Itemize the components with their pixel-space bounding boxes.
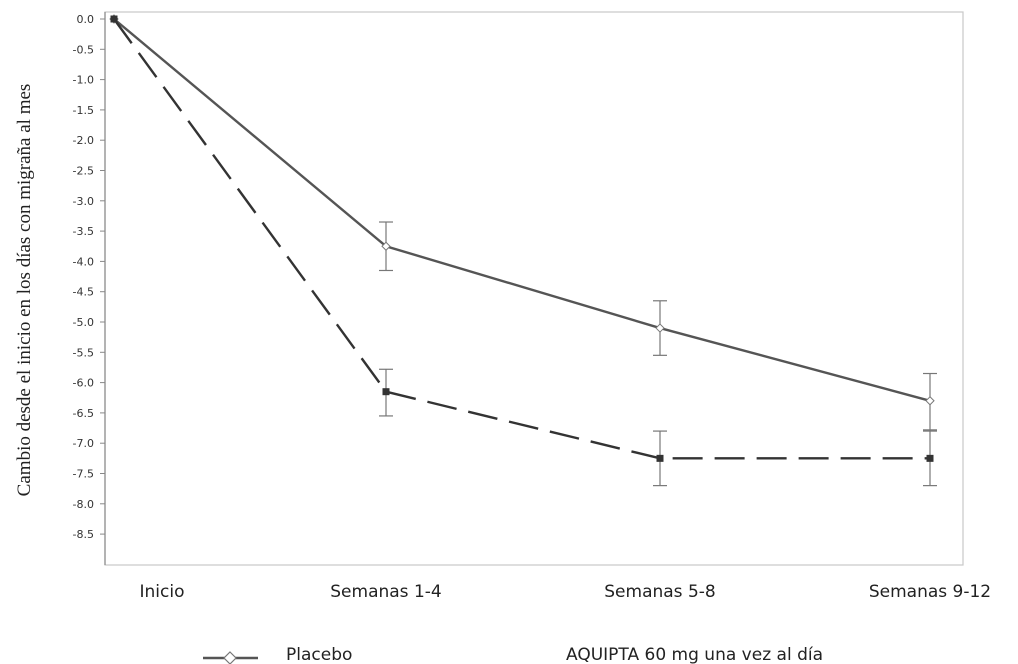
y-tick-label: -0.5 — [73, 43, 94, 56]
legend-placebo-marker — [223, 651, 237, 664]
data-point — [926, 454, 934, 462]
y-tick-label: -4.5 — [73, 286, 94, 299]
y-axis-label-group: Cambio desde el inicio en los días con m… — [14, 84, 35, 497]
y-tick-label: -5.5 — [73, 346, 94, 359]
data-point — [925, 396, 935, 406]
y-tick-label: -2.0 — [73, 134, 94, 147]
legend: Placebo AQUIPTA 60 mg una vez al día — [203, 645, 823, 664]
y-tick-label: -3.5 — [73, 225, 94, 238]
series-line — [113, 18, 931, 402]
y-tick-label: -5.0 — [73, 316, 94, 329]
legend-aquipta-label: AQUIPTA 60 mg una vez al día — [566, 645, 823, 664]
y-tick-label: -4.0 — [73, 255, 94, 268]
data-point — [110, 15, 118, 23]
y-tick-label: 0.0 — [77, 13, 95, 26]
data-point — [656, 454, 664, 462]
series-aquipta — [110, 15, 937, 487]
y-tick-label: -6.5 — [73, 407, 94, 420]
x-tick-label: Semanas 1-4 — [330, 582, 441, 602]
y-axis-label: Cambio desde el inicio en los días con m… — [14, 84, 35, 497]
y-tick-label: -7.0 — [73, 437, 94, 450]
y-tick-label: -1.5 — [73, 104, 94, 117]
series-placebo — [109, 14, 937, 432]
y-tick-label: -3.0 — [73, 195, 94, 208]
y-ticks: 0.0 -0.5 -1.0 -1.5 -2.0 -2.5 -3.0 -3.5 -4.0 -4.5 -… — [73, 13, 105, 541]
data-point — [655, 323, 665, 333]
y-tick-label: -2.5 — [73, 165, 94, 178]
data-point — [381, 241, 391, 251]
y-tick-label: -6.0 — [73, 377, 94, 390]
x-tick-label: Semanas 9-12 — [869, 582, 991, 602]
y-tick-label: -1.0 — [73, 74, 94, 87]
series-layer — [109, 14, 937, 487]
y-tick-label: -7.5 — [73, 468, 94, 481]
plot-frame — [104, 11, 964, 566]
x-tick-label: Inicio — [140, 582, 185, 602]
y-tick-label: -8.0 — [73, 498, 94, 511]
legend-placebo-label: Placebo — [286, 645, 352, 664]
x-tick-label: Semanas 5-8 — [604, 582, 715, 602]
series-line — [113, 18, 930, 460]
data-point — [382, 388, 390, 396]
y-tick-label: -8.5 — [73, 528, 94, 541]
x-ticks: Inicio Semanas 1-4 Semanas 5-8 Semanas 9-12 — [140, 582, 992, 602]
